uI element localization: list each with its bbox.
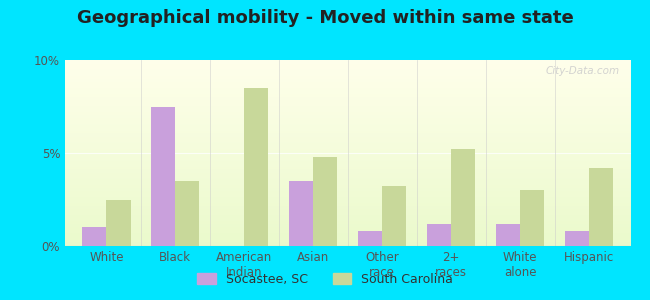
Bar [496, 224, 520, 246]
Bar [589, 168, 613, 246]
Bar [427, 224, 451, 246]
Bar [358, 231, 382, 246]
Text: Geographical mobility - Moved within same state: Geographical mobility - Moved within sam… [77, 9, 573, 27]
Legend: Socastee, SC, South Carolina: Socastee, SC, South Carolina [192, 268, 458, 291]
Bar [313, 157, 337, 246]
Bar [520, 190, 544, 246]
Bar [244, 88, 268, 246]
Bar [83, 227, 107, 246]
Bar [176, 181, 200, 246]
Bar [107, 200, 131, 246]
Bar [289, 181, 313, 246]
Text: City-Data.com: City-Data.com [545, 66, 619, 76]
Bar [565, 231, 589, 246]
Bar [151, 106, 176, 246]
Bar [451, 149, 475, 246]
Bar [382, 187, 406, 246]
